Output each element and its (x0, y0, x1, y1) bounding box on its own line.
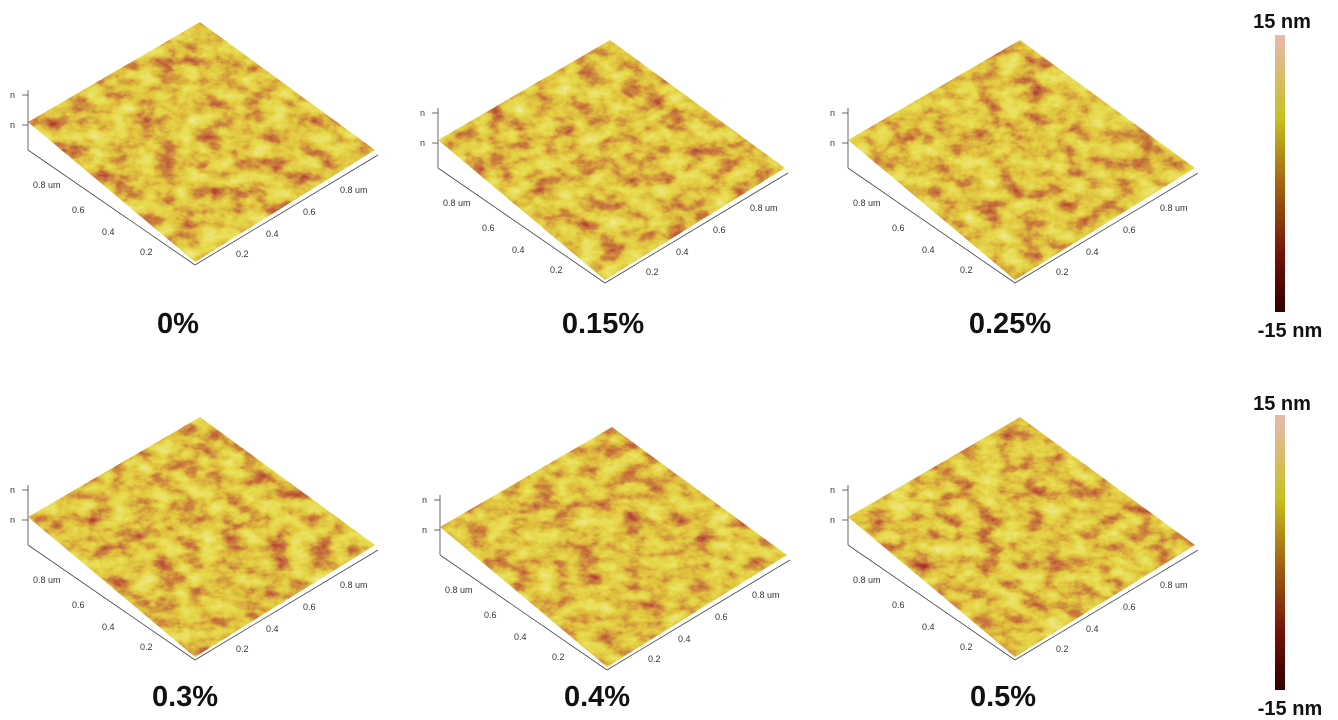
z-tick-label: n (830, 108, 835, 118)
y-tick-label: 0.4 (102, 227, 115, 237)
x-tick-label: 0.8 um (750, 203, 778, 213)
x-tick-label: 0.6 (713, 225, 726, 235)
y-tick-label: 0.4 (102, 622, 115, 632)
x-tick-label: 0.6 (303, 207, 316, 217)
panel-caption: 0.5% (970, 681, 1036, 713)
panel-caption: 0.4% (564, 681, 630, 713)
colorbar-max: 15 nm (1253, 11, 1311, 33)
z-tick-label: n (422, 495, 427, 505)
z-tick-label: n (420, 138, 425, 148)
x-tick-label: 0.8 um (752, 590, 780, 600)
y-tick-label: 0.6 (892, 223, 905, 233)
z-tick-label: n (422, 525, 427, 535)
z-tick-label: n (830, 485, 835, 495)
y-tick-label: 0.6 (72, 205, 85, 215)
x-tick-label: 0.8 um (1160, 203, 1188, 213)
y-tick-label: 0.8 um (443, 198, 471, 208)
z-tick-label: n (10, 90, 15, 100)
y-tick-label: 0.4 (922, 622, 935, 632)
x-tick-label: 0.2 (236, 249, 249, 259)
y-tick-label: 0.6 (482, 223, 495, 233)
y-tick-label: 0.8 um (853, 198, 881, 208)
x-tick-label: 0.6 (715, 612, 728, 622)
x-tick-label: 0.6 (1123, 225, 1136, 235)
y-tick-label: 0.2 (140, 642, 153, 652)
x-tick-label: 0.2 (646, 267, 659, 277)
panel-caption: 0.25% (969, 308, 1051, 340)
y-tick-label: 0.4 (514, 632, 527, 642)
y-tick-label: 0.6 (484, 610, 497, 620)
y-tick-label: 0.6 (72, 600, 85, 610)
afm-surface (410, 18, 810, 308)
x-tick-label: 0.6 (1123, 602, 1136, 612)
y-tick-label: 0.2 (960, 265, 973, 275)
colorbar-min: -15 nm (1258, 698, 1322, 720)
colorbar-min: -15 nm (1258, 320, 1322, 342)
y-tick-label: 0.2 (552, 652, 565, 662)
y-tick-label: 0.8 um (33, 575, 61, 585)
x-tick-label: 0.4 (266, 624, 279, 634)
z-tick-label: n (830, 515, 835, 525)
x-tick-label: 0.4 (676, 247, 689, 257)
afm-surface (0, 395, 400, 685)
afm-surface (412, 405, 812, 695)
y-tick-label: 0.4 (512, 245, 525, 255)
x-tick-label: 0.4 (678, 634, 691, 644)
x-tick-label: 0.8 um (340, 185, 368, 195)
x-tick-label: 0.2 (1056, 644, 1069, 654)
z-tick-label: n (10, 485, 15, 495)
panel-caption: 0.3% (152, 681, 218, 713)
z-tick-label: n (420, 108, 425, 118)
afm-surface (820, 395, 1220, 685)
panel-caption: 0.15% (562, 308, 644, 340)
x-tick-label: 0.2 (648, 654, 661, 664)
z-tick-label: n (10, 120, 15, 130)
y-tick-label: 0.6 (892, 600, 905, 610)
x-tick-label: 0.6 (303, 602, 316, 612)
x-tick-label: 0.8 um (340, 580, 368, 590)
x-tick-label: 0.2 (236, 644, 249, 654)
y-tick-label: 0.2 (960, 642, 973, 652)
x-tick-label: 0.4 (1086, 247, 1099, 257)
afm-surface (820, 18, 1220, 308)
x-tick-label: 0.4 (266, 229, 279, 239)
y-tick-label: 0.8 um (853, 575, 881, 585)
y-tick-label: 0.2 (550, 265, 563, 275)
colorbar (1275, 35, 1285, 312)
colorbar (1275, 415, 1285, 690)
z-tick-label: n (10, 515, 15, 525)
y-tick-label: 0.8 um (445, 585, 473, 595)
y-tick-label: 0.8 um (33, 180, 61, 190)
z-tick-label: n (830, 138, 835, 148)
panel-caption: 0% (157, 308, 199, 340)
y-tick-label: 0.4 (922, 245, 935, 255)
x-tick-label: 0.2 (1056, 267, 1069, 277)
y-tick-label: 0.2 (140, 247, 153, 257)
x-tick-label: 0.8 um (1160, 580, 1188, 590)
figure: n n 0.2 0.4 0.6 0.8 um 0.2 0.4 0.6 0.8 um 0% n n 0.2 0… (0, 0, 1338, 720)
x-tick-label: 0.4 (1086, 624, 1099, 634)
afm-surface (0, 0, 400, 290)
colorbar-max: 15 nm (1253, 393, 1311, 415)
